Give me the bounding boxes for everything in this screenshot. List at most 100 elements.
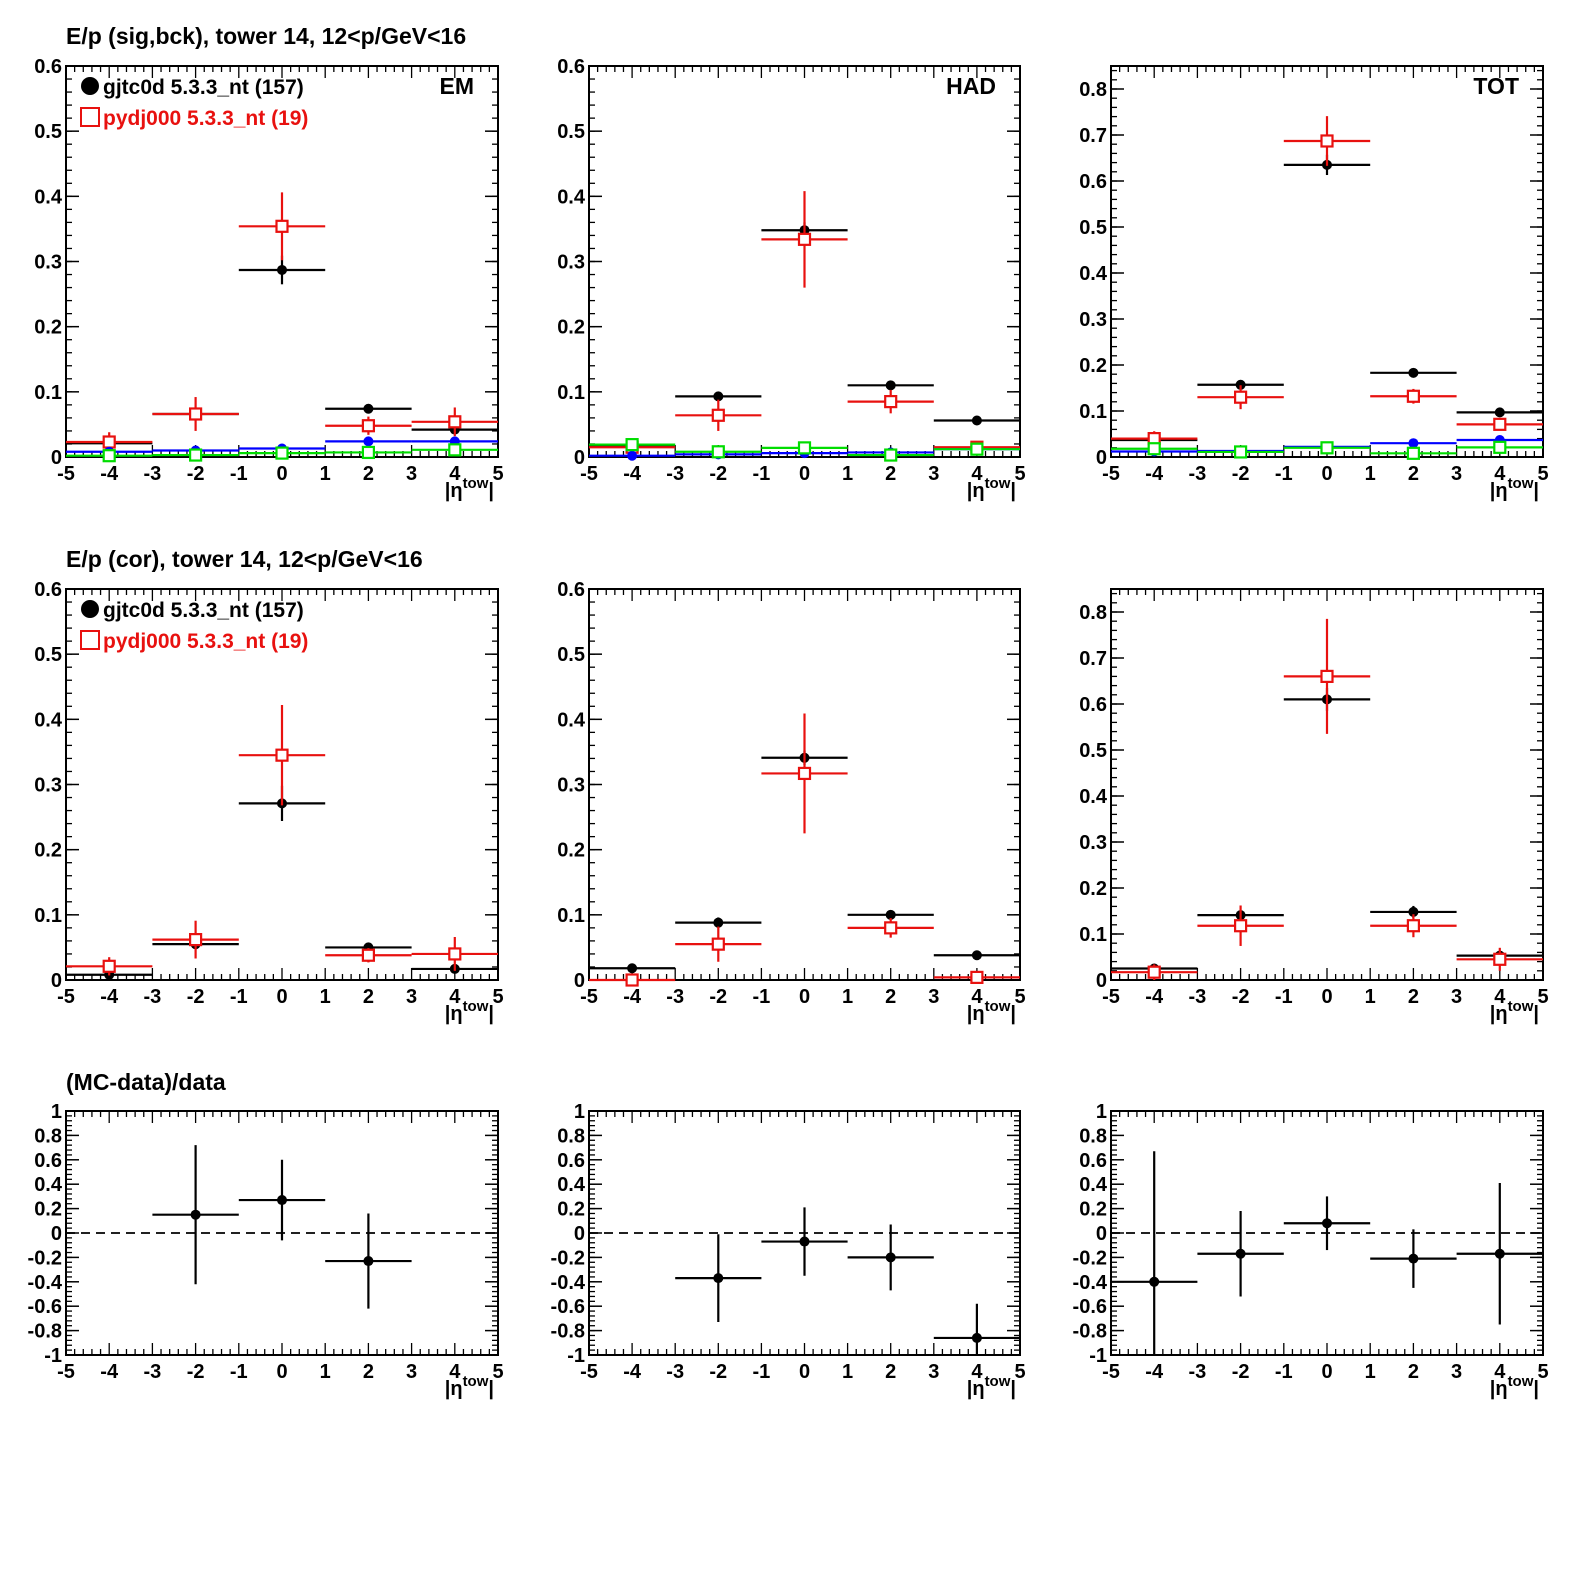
x-tick-label: 5: [492, 986, 503, 1008]
data-point-marker: [1406, 919, 1421, 933]
x-tick-label: -4: [1145, 1361, 1164, 1383]
y-tick-label: -0.4: [551, 1272, 586, 1294]
x-tick-label: -5: [57, 463, 75, 485]
data-point-marker: [1322, 1218, 1332, 1229]
y-tick-label: -1: [1089, 1345, 1107, 1367]
data-point-marker: [971, 415, 982, 426]
x-tick-label: -3: [1189, 1361, 1207, 1383]
data-point-marker: [971, 1332, 982, 1343]
x-tick-label: 0: [1321, 986, 1332, 1008]
x-tick-label: 5: [492, 1361, 503, 1383]
x-tick-label: 1: [320, 463, 331, 485]
y-tick-label: 0: [574, 447, 585, 469]
legend-marker-square: [80, 630, 100, 650]
y-tick-label: 0.3: [557, 252, 585, 274]
panel-label: HAD: [946, 73, 996, 99]
chart-panel-ratio_HAD: -5 -4 -3 -2 -1 0 1 2 3 4 5-1-0.8-0.6-0.4-0.200.20.…: [551, 1101, 1026, 1400]
x-tick-label: 4: [971, 986, 983, 1008]
data-point-marker: [1406, 389, 1421, 403]
x-tick-label: 3: [928, 1361, 939, 1383]
legend: gjtc0d 5.3.3_nt (157) pydj000 5.3.3_nt (1…: [80, 599, 308, 653]
data-point-marker: [970, 442, 984, 456]
y-tick-label: 0.8: [34, 1125, 62, 1147]
x-tick-label: -5: [580, 1361, 598, 1383]
data-point-marker: [361, 445, 375, 460]
x-tick-label: 5: [1537, 1361, 1548, 1383]
y-tick-label: -0.6: [551, 1296, 585, 1318]
y-tick-label: 0.4: [1079, 786, 1108, 808]
series-1: [1111, 618, 1543, 980]
x-tick-label: 3: [406, 1361, 417, 1383]
data-point-marker: [189, 932, 203, 947]
data-point-marker: [1494, 1248, 1505, 1259]
data-point-marker: [1233, 390, 1248, 404]
x-tick-label: 3: [406, 463, 417, 485]
x-tick-label: -1: [1275, 986, 1293, 1008]
data-point-marker: [275, 748, 289, 762]
data-point-marker: [711, 445, 725, 459]
y-tick-label: 0.5: [557, 644, 585, 666]
data-point-marker: [1408, 438, 1419, 449]
y-tick-label: 0.1: [557, 382, 585, 404]
data-point-marker: [627, 450, 638, 461]
data-point-marker: [797, 232, 812, 246]
y-tick-label: -1: [567, 1345, 585, 1367]
data-point-marker: [885, 1252, 896, 1263]
series-1: [1111, 116, 1543, 446]
y-tick-label: -0.8: [1073, 1321, 1107, 1343]
data-point-marker: [884, 921, 898, 935]
x-tick-label: 0: [799, 986, 810, 1008]
y-tick-label: 0.4: [557, 1174, 586, 1196]
legend-entry-label: gjtc0d 5.3.3_nt (157): [103, 599, 304, 622]
x-tick-label: -3: [144, 463, 162, 485]
x-tick-label: -2: [709, 986, 727, 1008]
x-tick-label: 3: [1451, 1361, 1462, 1383]
y-tick-label: -0.8: [28, 1321, 62, 1343]
data-point-marker: [361, 948, 375, 962]
data-point-marker: [970, 970, 984, 984]
y-tick-label: 0: [1096, 447, 1107, 469]
data-point-marker: [1494, 407, 1505, 418]
x-axis-label: |ηtow|: [1490, 998, 1539, 1025]
x-tick-label: 2: [885, 463, 896, 485]
x-tick-label: -2: [709, 463, 727, 485]
x-tick-label: -2: [1232, 1361, 1250, 1383]
legend-marker-square: [80, 107, 100, 127]
y-tick-label: 0.1: [34, 382, 62, 404]
x-axis-label: |ηtow|: [967, 998, 1016, 1025]
series-0: [675, 1207, 1020, 1355]
y-tick-label: 0.2: [557, 1199, 585, 1221]
data-point-marker: [1320, 669, 1334, 684]
x-tick-label: 2: [363, 986, 374, 1008]
y-tick-label: 0.2: [557, 317, 585, 339]
series-0: [1111, 154, 1543, 445]
x-tick-label: -5: [1102, 463, 1120, 485]
x-tick-label: -1: [1275, 1361, 1293, 1383]
series-0: [152, 1145, 412, 1309]
data-point-marker: [713, 1273, 724, 1284]
data-point-marker: [1406, 446, 1421, 460]
data-point-marker: [1408, 906, 1419, 917]
x-tick-label: -4: [623, 1361, 642, 1383]
x-tick-label: -2: [1232, 986, 1250, 1008]
y-tick-label: 0.3: [1079, 309, 1107, 331]
y-tick-label: 0.1: [34, 905, 62, 927]
chart-panel-cor_HAD: -5 -4 -3 -2 -1 0 1 2 3 4 5 0 0.1 0.2 0.3 0.4 0.5 0.6 |ηtow…: [557, 579, 1025, 1025]
data-point-marker: [1233, 919, 1248, 933]
y-tick-label: -0.6: [28, 1296, 62, 1318]
data-point-marker: [799, 1236, 810, 1247]
x-tick-label: -1: [1275, 463, 1293, 485]
x-tick-label: 1: [320, 1361, 331, 1383]
x-tick-label: 1: [1365, 463, 1376, 485]
x-tick-label: -1: [230, 986, 248, 1008]
data-point-marker: [1235, 1248, 1246, 1259]
chart-panel-sig_bck_EM: -5 -4 -3 -2 -1 0 1 2 3 4 5 0 0.1 0.2 0.3 0.4 0.5 0.6 |ηtow…: [34, 56, 503, 502]
x-axis-label: |ηtow|: [967, 475, 1016, 502]
y-tick-label: 0.2: [34, 317, 62, 339]
x-tick-label: 2: [1408, 1361, 1419, 1383]
data-point-marker: [627, 963, 638, 974]
legend-entry-label: gjtc0d 5.3.3_nt (157): [103, 76, 304, 99]
data-point-marker: [363, 1256, 374, 1267]
x-tick-label: 3: [928, 986, 939, 1008]
y-tick-label: 0.3: [1079, 832, 1107, 854]
